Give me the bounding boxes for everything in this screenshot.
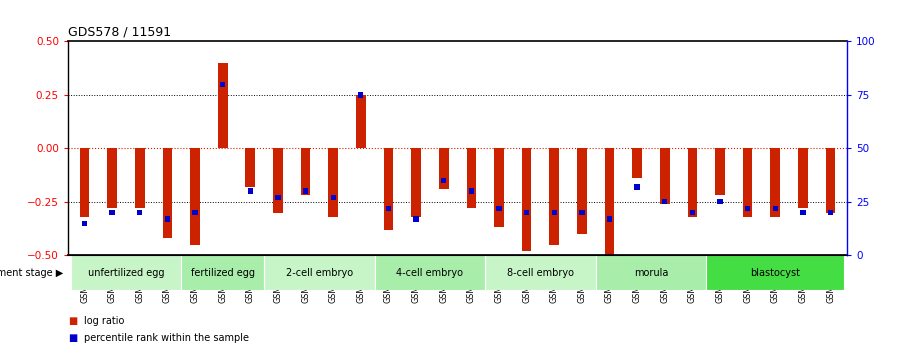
Bar: [356, 95, 366, 148]
Bar: [413, 216, 419, 221]
Bar: [549, 148, 559, 245]
Bar: [247, 188, 253, 194]
Bar: [485, 255, 595, 290]
Bar: [468, 188, 474, 194]
Bar: [135, 148, 145, 208]
Bar: [82, 220, 87, 226]
Bar: [265, 255, 375, 290]
Bar: [825, 148, 835, 213]
Bar: [273, 148, 283, 213]
Bar: [662, 199, 668, 205]
Bar: [107, 148, 117, 208]
Text: log ratio: log ratio: [84, 316, 125, 326]
Text: fertilized egg: fertilized egg: [190, 268, 255, 277]
Bar: [718, 199, 723, 205]
Bar: [165, 216, 170, 221]
Bar: [181, 255, 265, 290]
Bar: [301, 148, 311, 195]
Bar: [595, 255, 706, 290]
Bar: [275, 195, 281, 200]
Bar: [828, 210, 834, 215]
Bar: [522, 148, 532, 251]
Bar: [660, 148, 670, 204]
Bar: [706, 255, 844, 290]
Bar: [137, 210, 142, 215]
Bar: [800, 210, 805, 215]
Text: 4-cell embryo: 4-cell embryo: [397, 268, 463, 277]
Text: development stage ▶: development stage ▶: [0, 268, 63, 277]
Text: ■: ■: [68, 333, 77, 343]
Bar: [110, 210, 115, 215]
Bar: [773, 206, 778, 211]
Bar: [328, 148, 338, 217]
Bar: [604, 148, 614, 255]
Bar: [798, 148, 808, 208]
Bar: [715, 148, 725, 195]
Text: morula: morula: [634, 268, 668, 277]
Bar: [192, 210, 198, 215]
Bar: [217, 63, 227, 148]
Bar: [496, 206, 502, 211]
Bar: [441, 178, 447, 183]
Bar: [71, 255, 181, 290]
Bar: [411, 148, 421, 217]
Bar: [383, 148, 393, 230]
Bar: [386, 206, 391, 211]
Bar: [162, 148, 172, 238]
Bar: [358, 92, 363, 98]
Bar: [577, 148, 587, 234]
Bar: [745, 206, 750, 211]
Bar: [494, 148, 504, 227]
Text: unfertilized egg: unfertilized egg: [88, 268, 164, 277]
Bar: [80, 148, 90, 217]
Bar: [524, 210, 529, 215]
Bar: [220, 81, 226, 87]
Bar: [467, 148, 477, 208]
Text: GDS578 / 11591: GDS578 / 11591: [68, 26, 171, 39]
Bar: [688, 148, 698, 217]
Text: 2-cell embryo: 2-cell embryo: [285, 268, 353, 277]
Bar: [607, 216, 612, 221]
Bar: [634, 184, 640, 189]
Text: blastocyst: blastocyst: [750, 268, 800, 277]
Bar: [552, 210, 557, 215]
Bar: [770, 148, 780, 217]
Bar: [303, 188, 308, 194]
Bar: [743, 148, 753, 217]
Bar: [439, 148, 448, 189]
Bar: [579, 210, 584, 215]
Bar: [331, 195, 336, 200]
Text: ■: ■: [68, 316, 77, 326]
Bar: [190, 148, 200, 245]
Bar: [632, 148, 642, 178]
Bar: [246, 148, 255, 187]
Bar: [689, 210, 695, 215]
Text: percentile rank within the sample: percentile rank within the sample: [84, 333, 249, 343]
Bar: [375, 255, 485, 290]
Text: 8-cell embryo: 8-cell embryo: [507, 268, 573, 277]
